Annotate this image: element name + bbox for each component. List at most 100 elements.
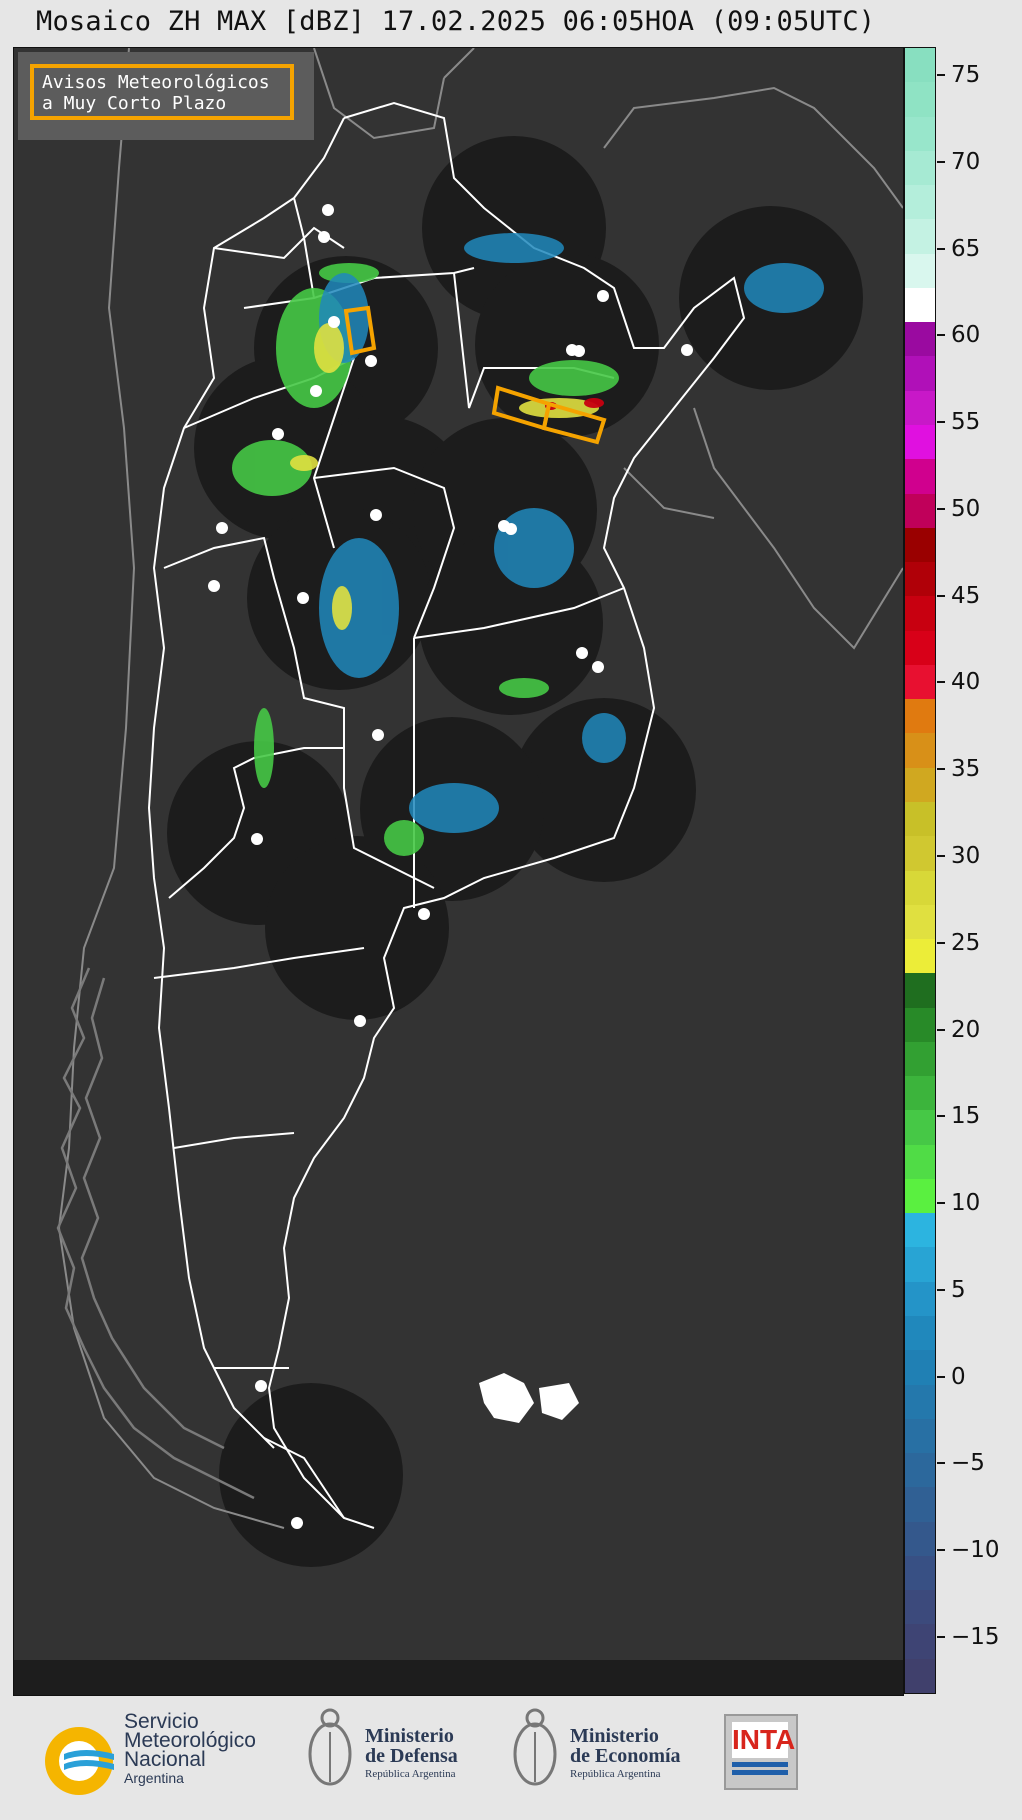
- radar-station: [322, 204, 334, 216]
- colorbar-segment: [905, 1350, 935, 1386]
- colorbar-segment: [905, 630, 935, 666]
- colorbar: [904, 47, 936, 1694]
- radar-echoes: [232, 233, 824, 856]
- colorbar-tick-label: 65: [951, 235, 981, 262]
- colorbar-segment: [905, 1144, 935, 1180]
- colorbar-segment: [905, 1041, 935, 1078]
- radar-station: [291, 1517, 303, 1529]
- province-line: [163, 536, 345, 748]
- radar-station: [418, 908, 430, 920]
- colorbar-tick: [937, 1115, 945, 1118]
- uruguay-river: [623, 467, 715, 519]
- defensa-line2: de Defensa: [365, 1745, 458, 1767]
- radar-station: [681, 344, 693, 356]
- map-canvas: [14, 48, 903, 1695]
- bolivia-border-2: [443, 48, 475, 79]
- radar-station: [310, 385, 322, 397]
- defensa-line3: República Argentina: [365, 1768, 456, 1780]
- radar-map[interactable]: [13, 47, 904, 1696]
- economia-logo: Ministerio de Economía República Argenti…: [510, 1704, 690, 1804]
- province-line: [343, 748, 435, 889]
- colorbar-segment: [905, 699, 935, 735]
- colorbar-tick: [937, 855, 945, 857]
- warning-polygon: [343, 305, 377, 356]
- radar-station: [576, 647, 588, 659]
- smn-line1: Servicio: [124, 1710, 199, 1733]
- bolivia-border: [313, 48, 445, 140]
- radar-disc: [512, 698, 696, 882]
- colorbar-segment: [905, 1178, 935, 1215]
- smn-logo: Servicio Meteorológico Nacional Argentin…: [42, 1710, 272, 1802]
- warning-polygon: [541, 401, 607, 445]
- neighbour-borders: [57, 48, 903, 1529]
- colorbar-segment: [905, 1624, 935, 1660]
- colorbar-segment: [905, 1453, 935, 1489]
- province-line: [168, 747, 344, 899]
- colorbar-segment: [905, 1658, 935, 1693]
- colorbar-tick: [937, 1462, 945, 1465]
- colorbar-tick-label: 5: [951, 1276, 966, 1303]
- colorbar-tick-label: 40: [951, 669, 981, 696]
- province-line: [413, 587, 625, 639]
- radar-station: [251, 833, 263, 845]
- radar-station: [370, 509, 382, 521]
- map-title: Mosaico ZH MAX [dBZ] 17.02.2025 06:05HOA…: [36, 6, 876, 37]
- colorbar-segment: [905, 219, 935, 255]
- colorbar-tick-label: 60: [951, 322, 981, 349]
- colorbar-segment: [905, 939, 935, 975]
- colorbar-tick: [937, 247, 945, 250]
- argentina-east-outline: [267, 101, 746, 1529]
- warning-legend-frame: Avisos Meteorológicos a Muy Corto Plazo: [30, 64, 294, 120]
- colorbar-tick-label: 70: [951, 148, 981, 175]
- smn-logo-icon: [45, 1727, 114, 1795]
- warning-polygons: [343, 305, 607, 445]
- colorbar-segment: [905, 48, 935, 84]
- uruguay-border: [693, 407, 903, 650]
- colorbar-segment: [905, 767, 935, 803]
- colorbar-segment: [905, 527, 935, 564]
- radar-station: [372, 729, 384, 741]
- colorbar-segment: [905, 870, 935, 906]
- legend-line-1: Avisos Meteorológicos: [42, 72, 270, 93]
- colorbar-tick: [937, 1288, 945, 1291]
- colorbar-tick-label: 45: [951, 582, 981, 609]
- colorbar-segment: [905, 1316, 935, 1352]
- province-line: [293, 197, 315, 299]
- economia-line2: de Economía: [570, 1745, 681, 1767]
- radar-station: [208, 580, 220, 592]
- paraguay-brazil-border: [603, 86, 903, 209]
- colorbar-segment: [905, 801, 935, 838]
- tierra-del-fuego: [263, 1437, 345, 1519]
- colorbar-segment: [905, 1213, 935, 1249]
- colorbar-segment: [905, 733, 935, 769]
- coat-of-arms-icon: [513, 1708, 557, 1786]
- radar-stations: [208, 204, 693, 1529]
- colorbar-tick: [937, 160, 945, 163]
- colorbar-segment: [905, 253, 935, 289]
- colorbar-segment: [905, 1007, 935, 1043]
- colorbar-tick-label: 0: [951, 1363, 966, 1390]
- colorbar-segment: [905, 904, 935, 941]
- colorbar-segment: [905, 1418, 935, 1455]
- colorbar-segment: [905, 1247, 935, 1283]
- colorbar-tick: [937, 1636, 945, 1638]
- colorbar-tick: [937, 421, 945, 424]
- radar-station: [255, 1380, 267, 1392]
- colorbar-tick-label: −10: [951, 1537, 1000, 1564]
- radar-station: [297, 592, 309, 604]
- colorbar-segment: [905, 596, 935, 632]
- colorbar-segment: [905, 424, 935, 461]
- radar-station: [365, 355, 377, 367]
- warning-legend: Avisos Meteorológicos a Muy Corto Plazo: [18, 52, 314, 140]
- colorbar-tick: [937, 768, 945, 771]
- colorbar-tick-label: 50: [951, 495, 981, 522]
- colorbar-tick-label: 25: [951, 929, 981, 956]
- colorbar-tick: [937, 1375, 945, 1378]
- colorbar-segment: [905, 493, 935, 529]
- map-bottom-strip: [14, 1660, 903, 1695]
- colorbar-tick-label: −5: [951, 1450, 985, 1477]
- colorbar-segment: [905, 973, 935, 1009]
- radar-station: [573, 345, 585, 357]
- colorbar-segment: [905, 1281, 935, 1318]
- colorbar-tick-label: 20: [951, 1016, 981, 1043]
